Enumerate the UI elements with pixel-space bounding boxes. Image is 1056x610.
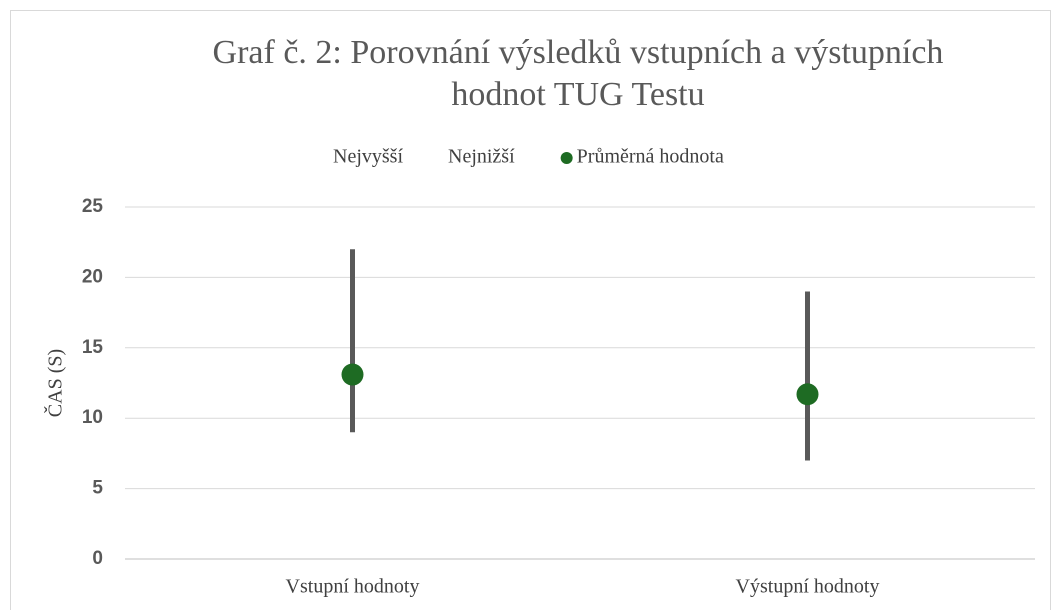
y-tick-label: 20	[82, 266, 103, 287]
x-tick-label: Vstupní hodnoty	[286, 576, 420, 598]
y-tick-label: 15	[82, 337, 104, 358]
legend-label: Nejnižší	[448, 146, 515, 168]
y-axis-label: ČAS (S)	[43, 349, 67, 417]
legend-marker	[560, 152, 573, 164]
y-tick-label: 5	[92, 478, 103, 499]
y-tick-label: 25	[82, 196, 104, 217]
y-tick-label: 10	[82, 407, 103, 428]
chart-border	[10, 10, 1051, 610]
legend-label: Nejvyšší	[333, 146, 403, 168]
average-marker	[341, 363, 364, 386]
average-marker	[796, 383, 819, 406]
y-tick-label: 0	[92, 548, 103, 569]
legend-label: Průměrná hodnota	[577, 146, 724, 168]
x-tick-label: Výstupní hodnoty	[736, 576, 880, 598]
chart-title: Graf č. 2: Porovnání výsledků vstupních …	[212, 34, 944, 113]
